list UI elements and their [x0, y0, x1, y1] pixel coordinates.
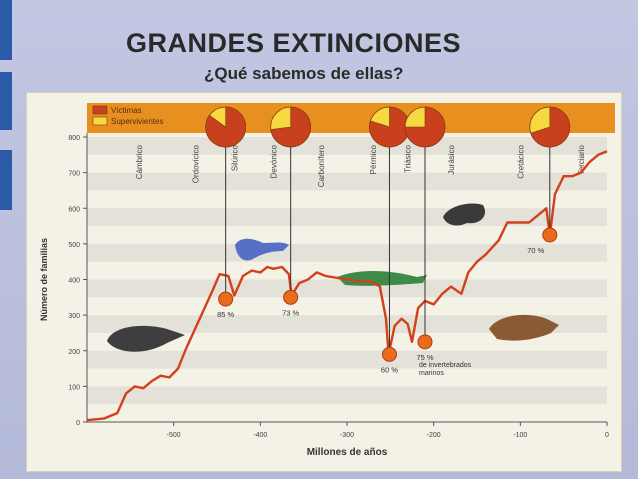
annotation-text: marinos	[419, 370, 444, 377]
accent-bar	[0, 72, 12, 130]
grid-stripe	[87, 279, 607, 298]
grid-stripe	[87, 172, 607, 191]
grid-stripe	[87, 137, 607, 155]
extinction-figure: Víctimas Supervivientes 0 100 200 300 400 500 60…	[26, 92, 622, 472]
annotation-text: de invertebrados	[419, 362, 472, 369]
x-tick-label: -100	[513, 432, 527, 439]
extinction-label: 60 %	[381, 365, 398, 374]
period-label: Jurásico	[447, 144, 456, 174]
accent-bar	[0, 0, 12, 60]
grid-stripe	[87, 350, 607, 369]
period-label: Pérmico	[369, 144, 378, 174]
x-tick-label: 0	[605, 432, 609, 439]
y-tick-label: 200	[68, 349, 80, 356]
extinction-label: 70 %	[527, 246, 544, 255]
y-tick-label: 0	[76, 420, 80, 427]
legend-swatch	[92, 116, 108, 126]
trilobite-icon	[107, 325, 185, 352]
period-label: Cretácico	[516, 144, 525, 178]
triceratops-icon	[489, 314, 559, 341]
y-tick-label: 100	[68, 384, 80, 391]
extinction-marker	[218, 291, 234, 307]
slide-title: GRANDES EXTINCIONES	[126, 28, 462, 58]
legend-swatch	[92, 105, 108, 115]
period-label: Devónico	[269, 144, 278, 178]
period-band	[87, 103, 615, 133]
extinction-label: 75 %	[416, 353, 433, 362]
period-label: Cámbrico	[135, 144, 144, 179]
x-tick-label: -400	[253, 432, 267, 439]
accent-bar	[0, 150, 12, 210]
grid-stripe	[87, 315, 607, 333]
pie-victims	[205, 106, 246, 148]
y-tick-label: 300	[68, 313, 80, 320]
grid-stripe	[87, 243, 607, 262]
fish-icon	[235, 238, 289, 261]
extinction-chart: Víctimas Supervivientes 0 100 200 300 400 500 60…	[39, 103, 615, 458]
legend-label: Supervivientes	[111, 117, 163, 126]
period-label: Triásico	[404, 144, 413, 172]
period-label: Terciario	[577, 144, 586, 175]
ammonite-icon	[443, 203, 486, 226]
y-tick-label: 600	[68, 206, 80, 213]
extinction-marker	[542, 227, 558, 243]
period-label: Ordovícico	[191, 144, 200, 183]
slide-subtitle: ¿Qué sabemos de ellas?	[204, 64, 404, 83]
x-axis-label: Millones de años	[307, 447, 388, 458]
pie-victims	[404, 106, 446, 148]
x-tick-label: -300	[340, 432, 354, 439]
pie-victims	[270, 106, 311, 148]
extinction-marker	[417, 334, 433, 350]
extinction-label: 85 %	[217, 310, 234, 319]
period-label: Silúrico	[230, 144, 239, 171]
y-tick-label: 400	[68, 278, 80, 285]
y-tick-label: 500	[68, 242, 80, 249]
reptile-icon	[337, 271, 427, 286]
x-tick-label: -500	[167, 432, 181, 439]
y-axis-label: Número de familias	[39, 238, 49, 321]
series-line	[86, 150, 608, 422]
y-tick-label: 800	[68, 135, 80, 142]
y-tick-label: 700	[68, 171, 80, 178]
extinction-marker	[283, 289, 299, 305]
grid-stripe	[87, 386, 607, 405]
x-tick-label: -200	[427, 432, 441, 439]
pie-victims	[369, 106, 410, 148]
period-label: Carbonífero	[317, 144, 326, 187]
legend-label: Víctimas	[111, 106, 142, 115]
extinction-label: 73 %	[282, 308, 299, 317]
pie-victims	[530, 106, 571, 148]
extinction-marker	[381, 346, 397, 362]
